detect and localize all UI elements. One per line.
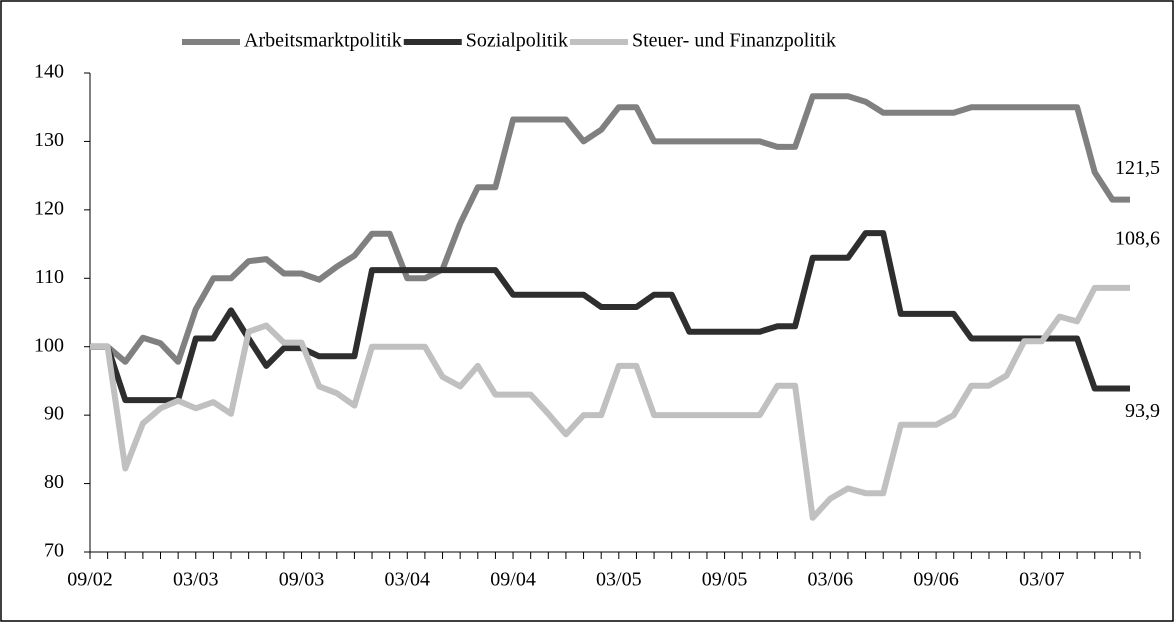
- y-tick-label: 120: [34, 197, 64, 219]
- series-line: [90, 93, 1130, 365]
- x-tick-label: 03/07: [1019, 569, 1065, 591]
- series-line: [90, 284, 1130, 521]
- legend-label: Sozialpolitik: [466, 30, 568, 52]
- end-label: 121,5: [1115, 157, 1160, 179]
- legend-label: Arbeitsmarktpolitik: [244, 30, 402, 52]
- x-tick-label: 09/04: [490, 569, 536, 591]
- y-tick-label: 100: [34, 334, 64, 356]
- y-tick-label: 110: [35, 266, 64, 288]
- y-tick-label: 90: [44, 403, 64, 425]
- x-tick-label: 09/05: [702, 569, 748, 591]
- x-tick-label: 03/05: [596, 569, 642, 591]
- x-tick-label: 09/03: [279, 569, 325, 591]
- y-tick-label: 130: [34, 129, 64, 151]
- x-tick-label: 09/02: [67, 569, 113, 591]
- y-tick-label: 140: [34, 61, 64, 83]
- y-tick-label: 70: [44, 540, 64, 562]
- y-tick-label: 80: [44, 471, 64, 493]
- legend-label: Steuer- und Finanzpolitik: [632, 30, 836, 52]
- end-label: 108,6: [1115, 227, 1160, 249]
- x-tick-label: 03/06: [808, 569, 854, 591]
- end-label: 93,9: [1125, 400, 1160, 422]
- x-tick-label: 09/06: [913, 569, 959, 591]
- x-tick-label: 03/03: [173, 569, 219, 591]
- x-tick-label: 03/04: [385, 569, 431, 591]
- series-line: [90, 230, 1130, 404]
